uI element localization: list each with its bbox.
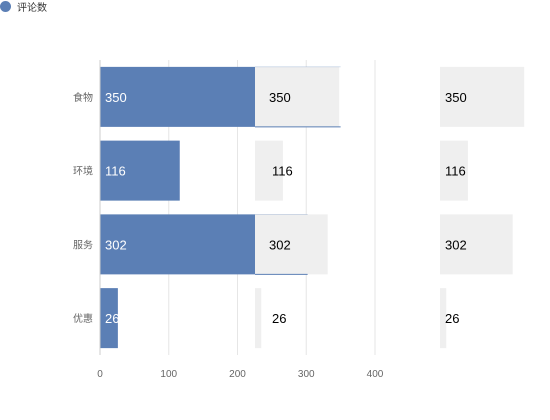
middle-shadow-bar <box>255 288 262 349</box>
data-label: 350 <box>445 90 467 105</box>
category-label: 环境 <box>73 165 93 178</box>
legend-label: 评论数 <box>17 2 47 14</box>
data-label: 26 <box>445 311 459 326</box>
legend[interactable]: 评论数 <box>0 0 47 14</box>
right-shadow-bar <box>440 66 525 127</box>
right-shadow-bar <box>440 214 513 275</box>
data-label: 26 <box>105 311 119 326</box>
data-bar <box>100 288 118 349</box>
data-label: 350 <box>269 90 291 105</box>
data-label: 350 <box>105 90 127 105</box>
x-tick-label: 100 <box>160 369 177 380</box>
x-tick-label: 200 <box>229 369 246 380</box>
data-bar <box>100 214 255 275</box>
category-label: 服务 <box>73 238 93 251</box>
data-label: 116 <box>105 164 126 179</box>
data-label: 302 <box>445 237 467 252</box>
data-label: 116 <box>445 164 466 179</box>
data-label: 26 <box>272 311 286 326</box>
right-shadow-bar <box>440 140 468 201</box>
data-bar <box>100 66 255 127</box>
x-tick-label: 400 <box>367 369 384 380</box>
middle-shadow-bar <box>255 140 283 201</box>
data-label: 116 <box>272 164 293 179</box>
data-label: 302 <box>269 237 291 252</box>
x-tick-label: 0 <box>97 369 103 380</box>
data-label: 302 <box>105 237 127 252</box>
right-shadow-bar <box>440 288 447 349</box>
category-label: 优惠 <box>73 312 93 325</box>
middle-shadow-bar <box>255 66 340 127</box>
legend-dot-icon <box>0 0 11 12</box>
data-bar <box>100 140 180 201</box>
category-label: 食物 <box>73 91 93 104</box>
x-tick-label: 300 <box>298 369 315 380</box>
middle-shadow-bar <box>255 214 328 275</box>
